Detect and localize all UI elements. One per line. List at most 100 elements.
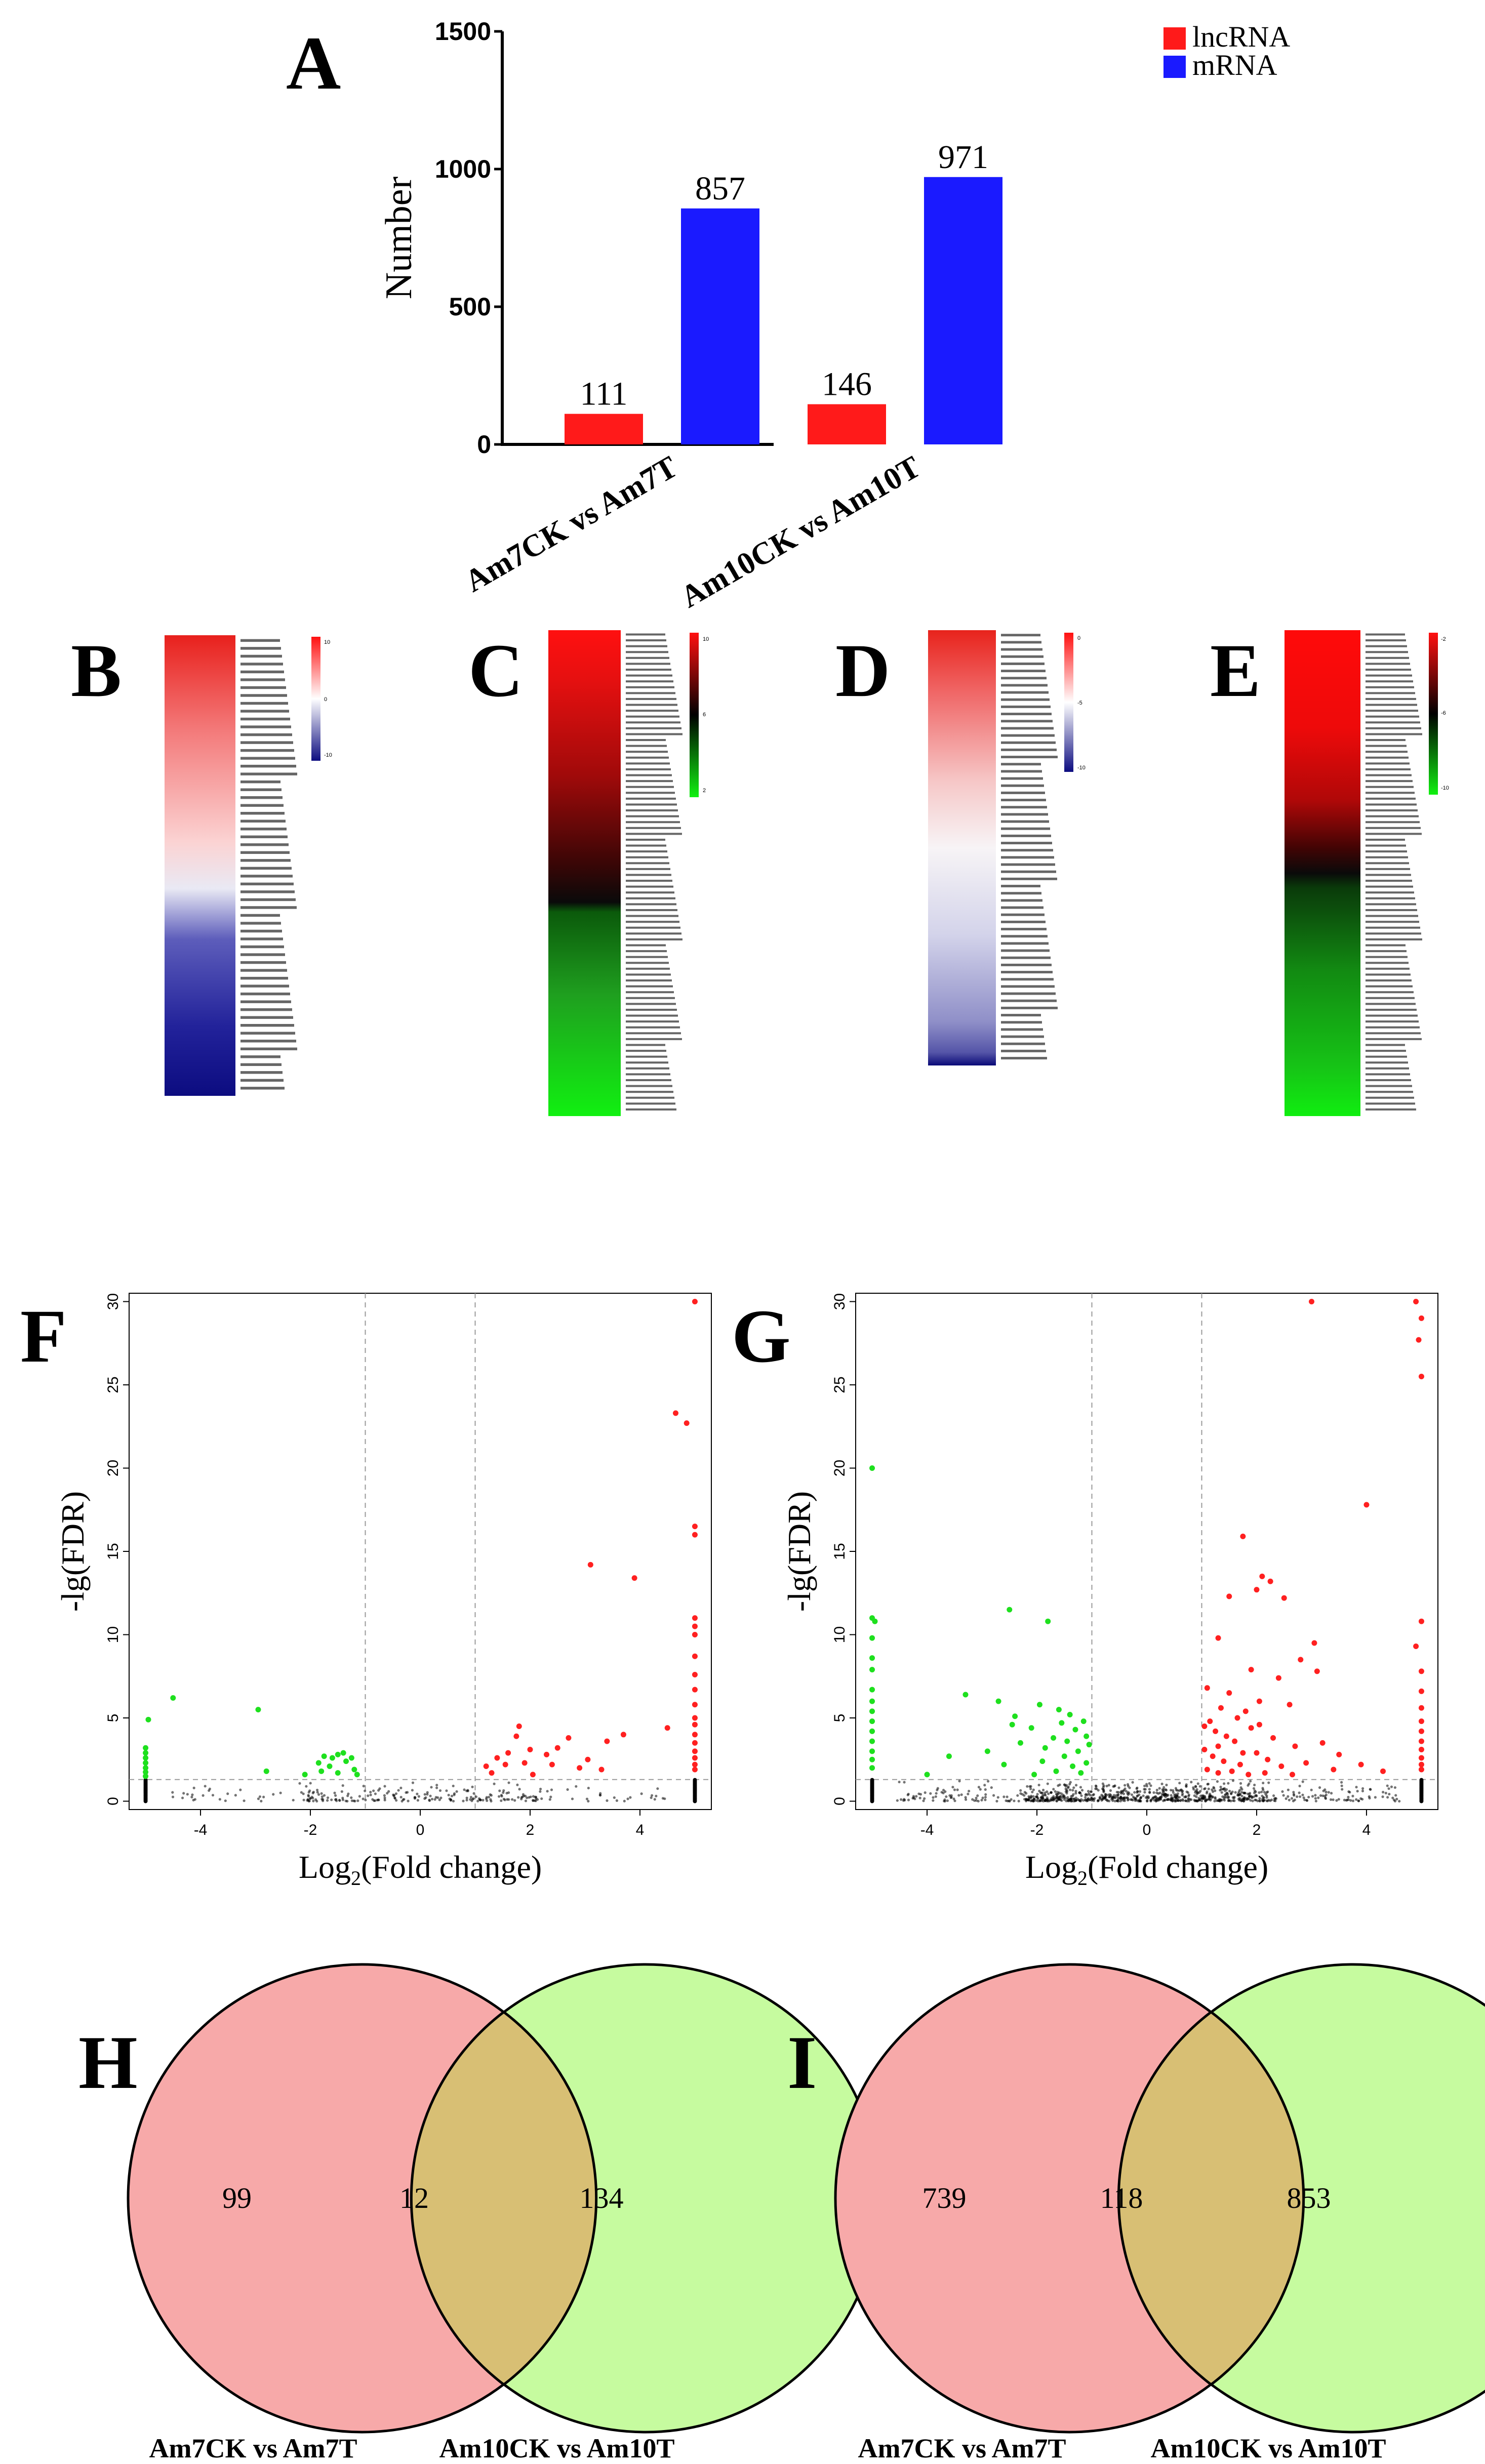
row-label-placeholder bbox=[626, 833, 682, 835]
point-ns bbox=[640, 1792, 643, 1795]
point-ns bbox=[1119, 1795, 1122, 1798]
point-up bbox=[1237, 1761, 1243, 1768]
row-label-placeholder bbox=[1366, 909, 1417, 912]
row-label-placeholder bbox=[240, 937, 283, 940]
point-ns bbox=[394, 1792, 398, 1795]
point-ns bbox=[1262, 1788, 1265, 1791]
point-ns bbox=[429, 1794, 432, 1797]
point-ns bbox=[1251, 1795, 1254, 1798]
point-ns bbox=[1136, 1790, 1139, 1793]
point-ns bbox=[1092, 1793, 1095, 1796]
point-ns bbox=[1151, 1796, 1154, 1799]
venn-count-mid-i: 118 bbox=[1100, 2182, 1143, 2214]
panel-letter-i: I bbox=[787, 2021, 817, 2105]
point-up bbox=[513, 1733, 519, 1739]
point-ns bbox=[1239, 1782, 1242, 1785]
y-tick-label: 0 bbox=[831, 1797, 848, 1805]
row-label-placeholder bbox=[626, 1061, 668, 1064]
point-down bbox=[143, 1773, 149, 1779]
row-label-placeholder bbox=[1001, 1028, 1043, 1031]
point-ns bbox=[1356, 1790, 1359, 1793]
x-tick-label: 4 bbox=[636, 1822, 645, 1838]
row-label-placeholder bbox=[1366, 1020, 1419, 1023]
row-label-placeholder bbox=[1001, 748, 1057, 751]
point-ns bbox=[1395, 1797, 1398, 1800]
row-label-placeholder bbox=[626, 710, 678, 712]
row-label-placeholder bbox=[1366, 956, 1408, 958]
point-ns bbox=[1038, 1799, 1041, 1802]
point-ns bbox=[1361, 1787, 1364, 1790]
row-label-placeholder bbox=[240, 961, 286, 964]
point-ns bbox=[984, 1788, 987, 1791]
row-label-placeholder bbox=[1001, 655, 1043, 658]
point-ns bbox=[1095, 1785, 1098, 1788]
point-up bbox=[692, 1632, 698, 1638]
point-ns bbox=[1340, 1784, 1343, 1787]
row-label-placeholder bbox=[626, 967, 670, 970]
point-ns bbox=[377, 1789, 380, 1792]
point-ns bbox=[606, 1799, 609, 1802]
point-ns bbox=[334, 1798, 337, 1801]
row-label-placeholder bbox=[626, 897, 675, 899]
point-ns bbox=[1391, 1796, 1394, 1799]
point-up bbox=[692, 1748, 698, 1754]
row-label-placeholder bbox=[1366, 844, 1406, 847]
point-ns bbox=[1027, 1795, 1030, 1798]
point-ns bbox=[1281, 1790, 1284, 1793]
row-label-placeholder bbox=[626, 721, 680, 724]
point-ns bbox=[1219, 1798, 1222, 1801]
panel-letter-e: E bbox=[1210, 629, 1261, 713]
scale-bot-d: -10 bbox=[1077, 765, 1086, 771]
panel-letter-d: D bbox=[835, 629, 890, 713]
row-label-placeholder bbox=[1366, 833, 1422, 835]
row-label-placeholder bbox=[1001, 713, 1052, 716]
row-label-placeholder bbox=[1366, 1008, 1417, 1011]
point-ns bbox=[539, 1790, 542, 1793]
row-label-placeholder bbox=[1366, 809, 1418, 812]
row-label-placeholder bbox=[626, 1008, 677, 1011]
y-tick-label: 30 bbox=[831, 1293, 848, 1310]
row-label-placeholder bbox=[626, 663, 670, 665]
point-down bbox=[351, 1767, 357, 1773]
point-ns bbox=[356, 1799, 359, 1802]
point-ns bbox=[1026, 1785, 1029, 1788]
row-label-placeholder bbox=[1001, 856, 1054, 859]
point-up bbox=[1298, 1657, 1304, 1663]
point-up bbox=[1248, 1667, 1254, 1673]
bar-lncrna-1 bbox=[565, 414, 643, 444]
venn-diagram-h: H 99 12 134 Am7CK vs Am7T Am10CK vs Am10… bbox=[78, 1963, 881, 2463]
row-label-placeholder bbox=[1366, 756, 1409, 759]
row-label-placeholder bbox=[1366, 1061, 1408, 1064]
point-up bbox=[1275, 1675, 1281, 1681]
point-ns bbox=[407, 1799, 410, 1802]
point-ns bbox=[386, 1792, 389, 1795]
point-ns bbox=[305, 1785, 308, 1788]
point-ns bbox=[1023, 1794, 1026, 1797]
point-ns bbox=[362, 1797, 365, 1800]
point-up bbox=[1281, 1595, 1287, 1601]
point-up bbox=[527, 1747, 533, 1753]
point-ns bbox=[1074, 1784, 1078, 1787]
point-ns bbox=[423, 1793, 426, 1796]
point-ns bbox=[1203, 1787, 1207, 1790]
row-label-placeholder bbox=[240, 875, 293, 878]
point-ns bbox=[1030, 1799, 1033, 1802]
point-ns bbox=[986, 1780, 990, 1783]
point-ns bbox=[996, 1796, 999, 1799]
point-ns bbox=[528, 1796, 531, 1799]
point-ns bbox=[350, 1796, 353, 1799]
point-ns bbox=[1107, 1784, 1110, 1787]
point-ns bbox=[977, 1786, 981, 1789]
point-ns bbox=[1054, 1796, 1057, 1799]
row-label-placeholder bbox=[626, 651, 668, 653]
point-up bbox=[1234, 1715, 1240, 1721]
y-tick-label: 500 bbox=[449, 293, 491, 321]
point-ns bbox=[1170, 1794, 1173, 1797]
row-label-placeholder bbox=[1001, 834, 1051, 837]
point-ns bbox=[1063, 1796, 1066, 1799]
point-ns bbox=[990, 1786, 993, 1789]
row-label-placeholder bbox=[1001, 720, 1053, 723]
point-ns bbox=[463, 1788, 466, 1791]
volcano-plot-g: 0 5 10 15 20 25 30 -4 -2 0 2 4 -lg(FDR) Log2(Fold cha… bbox=[781, 1293, 1438, 1890]
point-ns bbox=[599, 1794, 602, 1797]
